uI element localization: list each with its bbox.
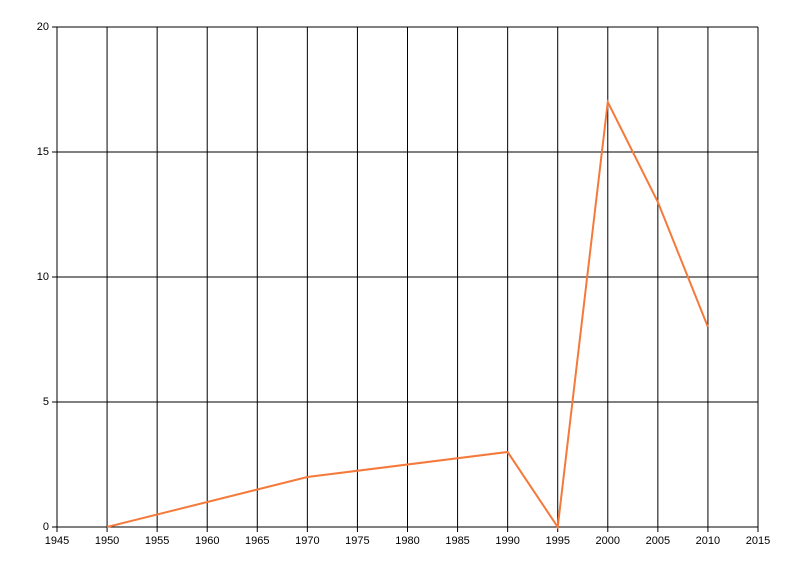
y-tick-label: 15 — [37, 146, 49, 158]
x-tick-label: 1960 — [195, 535, 219, 547]
x-tick-label: 1985 — [445, 535, 469, 547]
x-tick-label: 1950 — [95, 535, 119, 547]
data-line — [106, 98, 709, 530]
x-tick-label: 1965 — [245, 535, 269, 547]
y-tick-label: 20 — [37, 21, 49, 33]
y-tick-label: 0 — [43, 521, 49, 533]
y-tick-label: 5 — [43, 396, 49, 408]
y-tick-label: 10 — [37, 271, 49, 283]
x-tick-label: 2015 — [746, 535, 770, 547]
x-tick-label: 1955 — [145, 535, 169, 547]
x-tick-label: 1995 — [545, 535, 569, 547]
x-tick-label: 1990 — [495, 535, 519, 547]
x-tick-label: 1945 — [45, 535, 69, 547]
x-tick-label: 1980 — [395, 535, 419, 547]
x-tick-label: 1975 — [345, 535, 369, 547]
x-tick-label: 2000 — [596, 535, 620, 547]
x-tick-label: 1970 — [295, 535, 319, 547]
x-tick-label: 2010 — [696, 535, 720, 547]
x-tick-label: 2005 — [646, 535, 670, 547]
